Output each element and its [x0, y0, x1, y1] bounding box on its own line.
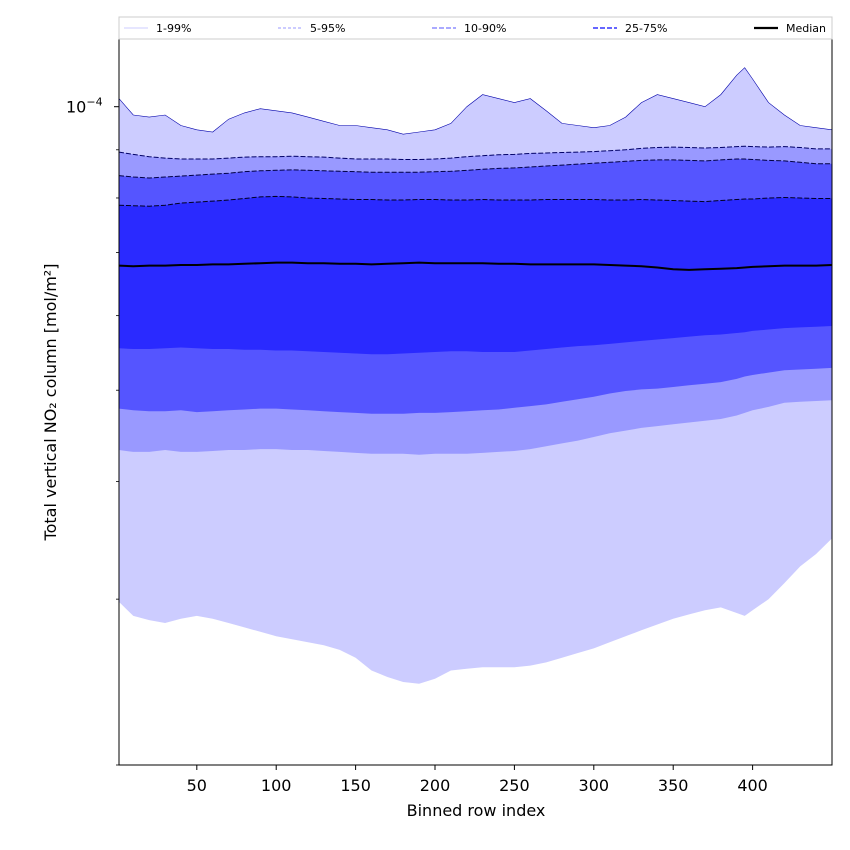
x-tick-label: 350 [658, 776, 689, 795]
band-upper-edge-25-75% [119, 195, 832, 207]
x-tick-label: 200 [420, 776, 451, 795]
x-tick-label: 400 [737, 776, 768, 795]
y-axis: 10−4 [66, 96, 119, 766]
legend-label-5-95%: 5-95% [310, 22, 345, 35]
y-tick-label: 10−4 [66, 96, 103, 117]
x-axis: 50 100 150 200 250 300 350 400 [187, 765, 768, 795]
x-axis-label: Binned row index [407, 801, 546, 820]
x-tick-label: 150 [340, 776, 371, 795]
bands-layer [119, 67, 832, 684]
y-axis-label: Total vertical NO₂ column [mol/m²] [41, 264, 60, 542]
legend: 1-99% 5-95% 10-90% 25-75% Median [118, 16, 833, 40]
legend-label-Median: Median [786, 22, 826, 35]
legend-frame [118, 16, 833, 40]
legend-label-25-75%: 25-75% [625, 22, 667, 35]
x-tick-label: 50 [187, 776, 207, 795]
plot-area [119, 67, 832, 684]
band-upper-edge-10-90% [119, 158, 832, 179]
median-line [119, 261, 832, 271]
x-tick-label: 250 [499, 776, 530, 795]
band-upper-edge-5-95% [119, 145, 832, 160]
legend-label-1-99%: 1-99% [156, 22, 191, 35]
band-upper-edge-1-99% [119, 67, 832, 135]
x-tick-label: 300 [579, 776, 610, 795]
x-tick-label: 100 [261, 776, 292, 795]
band-25-75% [119, 196, 832, 355]
legend-label-10-90%: 10-90% [464, 22, 506, 35]
